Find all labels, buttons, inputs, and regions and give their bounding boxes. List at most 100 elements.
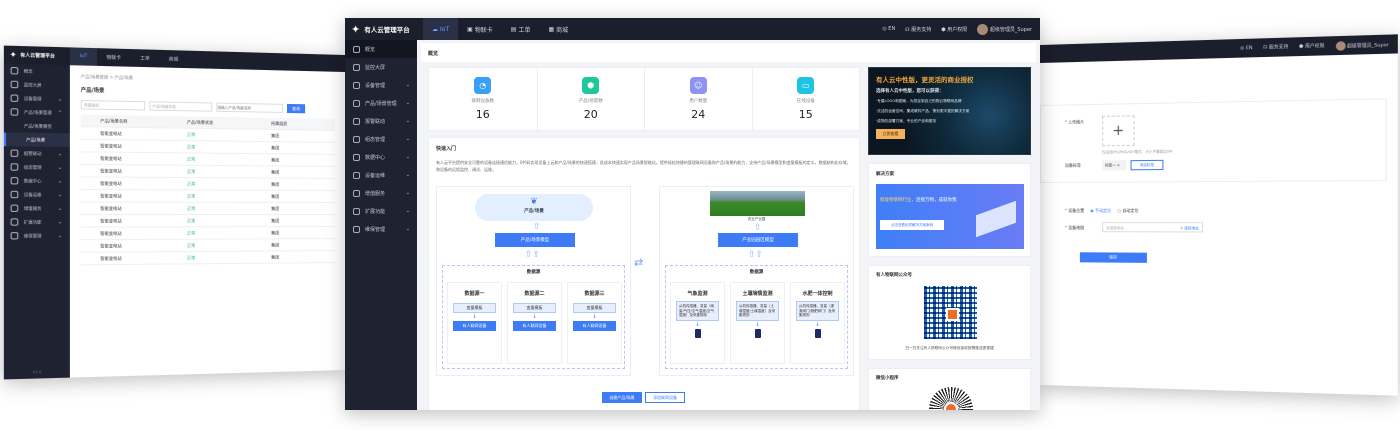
sidebar-item-ops[interactable]: 设备运维 ⌄ <box>4 188 70 202</box>
table-row[interactable]: 智能变电站 正常 集团 <box>80 177 336 191</box>
sidebar-item-maintain[interactable]: 维保管理 ⌄ <box>345 220 417 238</box>
device-node: 有人联网设备 <box>513 321 556 331</box>
choose-address-link[interactable]: ⚲ 选择地址 <box>1180 226 1198 231</box>
user-menu[interactable]: 超级管理员_Super <box>977 23 1032 35</box>
tab-mall[interactable]: 商城 <box>159 50 187 68</box>
sidebar-item-label: 概览 <box>23 67 33 74</box>
name-cell: 智能变电站 <box>100 155 122 161</box>
save-label: 保存 <box>1109 254 1118 260</box>
breadcrumb: 产品/场景管理 > 产品/场景 <box>80 73 133 81</box>
arrow-down-icon: ↓ <box>591 313 598 320</box>
wechat-account-card: 有人物联网公众号 扫一扫关注有人物联网公众号微信接收报警推送更便捷 <box>868 265 1031 360</box>
org-cell: 集团 <box>271 132 280 138</box>
industrial-park-diagram: 农业产业园 ⇧ 产业园园区模型 ⇧⇧ 数据源 气象监测 从机传感器、变量（雨量/气… <box>659 186 854 376</box>
save-button[interactable]: 保存 <box>1079 252 1147 263</box>
sidebar-item-overview[interactable]: 概览 <box>345 40 417 58</box>
sidebar-item-maintain[interactable]: 维保管理 ⌄ <box>4 229 70 243</box>
sidebar-item-alarm[interactable]: 报警联动 ⌄ <box>4 146 70 160</box>
support-link[interactable]: ☊ 服务支持 <box>905 26 931 33</box>
auto-radio[interactable]: ○ 自动定位 <box>1117 207 1139 213</box>
permission-link[interactable]: ⬢ 用户权限 <box>1299 43 1325 50</box>
search-input[interactable] <box>216 102 283 113</box>
promo-view-button[interactable]: 立即查看 <box>876 129 905 139</box>
upload-box[interactable]: + <box>1102 115 1135 147</box>
status-cell: 正常 <box>186 155 196 162</box>
plus-icon: + <box>1112 122 1125 140</box>
chevron-down-icon: ⌄ <box>405 118 410 124</box>
user-menu[interactable]: 超级管理员_Super <box>1335 39 1389 51</box>
permission-link[interactable]: ⬢ 用户权限 <box>941 26 967 33</box>
monitor-icon <box>10 80 19 89</box>
tag-chip[interactable]: 标签一 × <box>1102 160 1127 171</box>
page-title: 产品/场景 <box>80 87 105 95</box>
status-select[interactable]: 产品/场景状态 <box>149 101 213 112</box>
tab-workorder[interactable]: 工单 <box>131 49 160 67</box>
tab-workorder[interactable]: ▤ 工单 <box>502 18 540 40</box>
tab-label: 物联卡 <box>474 26 493 34</box>
sidebar-item-monitor[interactable]: 监控大屏 <box>4 77 70 92</box>
table-row[interactable]: 智能变电站 正常 集团 <box>80 215 336 228</box>
sidebar-item-data[interactable]: 数据中心 ⌄ <box>4 174 70 188</box>
arrow-up-icon: ⇧⇧ <box>525 250 541 260</box>
sidebar-item-ops[interactable]: 设备运维 ⌄ <box>345 166 417 184</box>
lang-label: EN <box>1245 45 1253 51</box>
table-row[interactable]: 智能变电站 正常 集团 <box>80 190 336 203</box>
org-select[interactable]: 所属组织 <box>80 100 146 111</box>
address-input[interactable]: 未选择地址 ⚲ 选择地址 <box>1102 222 1203 233</box>
sidebar-item-label: 数据中心 <box>23 177 42 184</box>
stat-item: ☺ 用户数量 24 <box>644 68 752 130</box>
create-product-button[interactable]: 创建产品/场景 <box>602 392 642 403</box>
sidebar-item-alarm[interactable]: 报警联动 ⌄ <box>345 112 417 130</box>
photo-caption: 农业产业园 <box>747 217 766 221</box>
sidebar-item-monitor[interactable]: 监控大屏 <box>345 58 417 76</box>
tab-iot[interactable]: ☁ IoT <box>423 18 459 40</box>
sidebar-item-config[interactable]: 组态管理 ⌄ <box>345 130 417 148</box>
cube-icon: ⬢ <box>582 77 600 94</box>
data-source-group <box>442 265 625 369</box>
sidebar-item-extend[interactable]: 扩展功能 ⌄ <box>4 215 70 229</box>
config-icon <box>10 163 19 171</box>
status-cell: 正常 <box>186 168 196 174</box>
table-row[interactable]: 智能变电站 正常 集团 <box>80 202 336 216</box>
add-device-button[interactable]: 添加联网设备 <box>645 392 685 403</box>
stat-label: 产品/场景数 <box>578 99 603 104</box>
sidebar-item-config[interactable]: 组态管理 ⌄ <box>4 160 70 174</box>
solutions-cases-button[interactable]: 点击查看优质解决方案案例 <box>880 220 944 230</box>
sidebar-item-overview[interactable]: 概览 <box>4 64 70 79</box>
sidebar: 概览监控大屏 设备管理 ⌄ 产品/场景管理 ⌄ 报警联动 ⌄ 组态管理 ⌄ 数据中心 ⌄ 设备运维 ⌄ 增… <box>345 40 417 410</box>
tab-iot[interactable]: IoT <box>69 47 97 66</box>
stat-value: 16 <box>475 108 490 121</box>
sidebar-item-extend[interactable]: 扩展功能 ⌄ <box>345 202 417 220</box>
globe-icon: ◎ <box>882 26 887 32</box>
sidebar-item-label: 概览 <box>365 46 376 53</box>
manual-radio[interactable]: ◉ 手动定位 <box>1090 207 1112 213</box>
sidebar-item-data[interactable]: 数据中心 ⌄ <box>345 148 417 166</box>
lang-label: EN <box>888 26 896 32</box>
app-title: 有人云管理平台 <box>20 52 55 60</box>
sidebar-item-product[interactable]: 产品/场景管理 ⌃ <box>4 105 70 120</box>
auto-label: 自动定位 <box>1122 207 1139 213</box>
table-row[interactable]: 智能变电站 正常 集团 <box>80 251 336 266</box>
sidebar-item-product[interactable]: 产品/场景管理 ⌄ <box>345 94 417 112</box>
lang-switch[interactable]: ◎ EN <box>1240 45 1253 51</box>
search-button[interactable]: 查询 <box>286 103 306 114</box>
tab-mall[interactable]: ▦ 商城 <box>539 18 577 40</box>
name-cell: 智能变电站 <box>100 142 122 149</box>
support-link[interactable]: ☊ 服务支持 <box>1263 44 1289 51</box>
extend-icon <box>10 218 19 226</box>
sidebar-subitem[interactable]: 产品/场景 <box>3 132 70 147</box>
lang-switch[interactable]: ◎ EN <box>882 26 895 32</box>
slogan-text: 连接万物，成就你我 <box>916 198 957 203</box>
solutions-banner[interactable]: 赋能物联网行业，连接万物，成就你我 点击查看优质解决方案案例 <box>876 184 1024 249</box>
sidebar-item-value[interactable]: 增值服务 ⌄ <box>345 184 417 202</box>
support-label: 服务支持 <box>911 26 932 33</box>
mini-program-title: 微信小程序 <box>876 376 899 381</box>
add-tag-button[interactable]: 添加标签 <box>1130 159 1164 171</box>
tab-iot-card[interactable]: 物联卡 <box>97 48 131 67</box>
tab-iot-card[interactable]: ▣ 物联卡 <box>458 18 502 40</box>
org-cell: 集团 <box>271 229 280 235</box>
sidebar-item-device[interactable]: 设备管理 ⌄ <box>4 91 70 106</box>
sidebar-subitem[interactable]: 产品/场景模型 <box>4 119 70 134</box>
sidebar-item-device[interactable]: 设备管理 ⌄ <box>345 76 417 94</box>
sidebar-item-value[interactable]: 增值服务 ⌄ <box>4 201 70 215</box>
